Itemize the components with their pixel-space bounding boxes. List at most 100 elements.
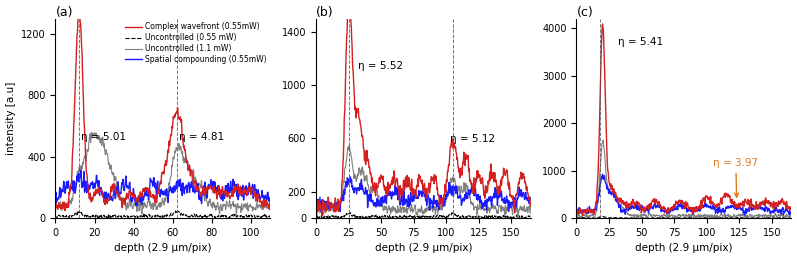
Text: η = 3.97: η = 3.97 bbox=[713, 158, 759, 197]
Spatial compounding (0.55mW) bbox=[265, 203, 275, 206]
Spatial compounding (0.55mW) bbox=[148, 183, 158, 186]
Line: Complex wavefront (0.55mW): Complex wavefront (0.55mW) bbox=[56, 11, 270, 211]
Line: Uncontrolled (1.1 mW): Uncontrolled (1.1 mW) bbox=[316, 145, 531, 218]
Complex wavefront (0.55mW) bbox=[479, 194, 489, 197]
Line: Uncontrolled (0.55 mW): Uncontrolled (0.55 mW) bbox=[56, 211, 270, 218]
Uncontrolled (0.55 mW) bbox=[364, 216, 374, 219]
Spatial compounding (0.55mW) bbox=[740, 213, 749, 217]
Spatial compounding (0.55mW) bbox=[633, 204, 642, 207]
Uncontrolled (0.55 mW) bbox=[571, 217, 581, 220]
Complex wavefront (0.55mW) bbox=[633, 202, 642, 205]
Uncontrolled (0.55 mW) bbox=[73, 209, 83, 212]
Complex wavefront (0.55mW) bbox=[625, 205, 634, 208]
Spatial compounding (0.55mW) bbox=[364, 198, 374, 202]
Uncontrolled (1.1 mW) bbox=[265, 205, 275, 208]
Uncontrolled (1.1 mW) bbox=[625, 214, 634, 217]
X-axis label: depth (2.9 μm/pix): depth (2.9 μm/pix) bbox=[635, 243, 732, 254]
Line: Spatial compounding (0.55mW): Spatial compounding (0.55mW) bbox=[576, 174, 791, 215]
Complex wavefront (0.55mW) bbox=[372, 187, 382, 190]
Legend: Complex wavefront (0.55mW), Uncontrolled (0.55 mW), Uncontrolled (1.1 mW), Spati: Complex wavefront (0.55mW), Uncontrolled… bbox=[125, 22, 267, 64]
Uncontrolled (1.1 mW) bbox=[148, 208, 158, 211]
Line: Spatial compounding (0.55mW): Spatial compounding (0.55mW) bbox=[316, 177, 531, 212]
Uncontrolled (0.55 mW) bbox=[625, 217, 634, 220]
Spatial compounding (0.55mW) bbox=[213, 185, 222, 188]
Text: (a): (a) bbox=[56, 5, 73, 19]
Spatial compounding (0.55mW) bbox=[479, 205, 489, 208]
Uncontrolled (0.55 mW) bbox=[640, 216, 650, 219]
Uncontrolled (1.1 mW) bbox=[311, 212, 320, 215]
Uncontrolled (1.1 mW) bbox=[232, 213, 241, 216]
Uncontrolled (1.1 mW) bbox=[372, 188, 382, 191]
Y-axis label: intensity [a.u]: intensity [a.u] bbox=[6, 82, 16, 155]
Line: Uncontrolled (1.1 mW): Uncontrolled (1.1 mW) bbox=[56, 133, 270, 215]
Spatial compounding (0.55mW) bbox=[77, 169, 86, 172]
Uncontrolled (1.1 mW) bbox=[640, 213, 650, 216]
Uncontrolled (1.1 mW) bbox=[526, 206, 536, 209]
Spatial compounding (0.55mW) bbox=[571, 212, 581, 215]
Spatial compounding (0.55mW) bbox=[372, 200, 382, 203]
X-axis label: depth (2.9 μm/pix): depth (2.9 μm/pix) bbox=[114, 243, 212, 254]
Uncontrolled (0.55 mW) bbox=[265, 213, 275, 217]
Uncontrolled (0.55 mW) bbox=[453, 214, 462, 218]
Complex wavefront (0.55mW) bbox=[178, 136, 187, 140]
Uncontrolled (1.1 mW) bbox=[379, 204, 389, 207]
Spatial compounding (0.55mW) bbox=[178, 189, 187, 192]
Spatial compounding (0.55mW) bbox=[194, 195, 204, 198]
Spatial compounding (0.55mW) bbox=[640, 209, 650, 212]
Spatial compounding (0.55mW) bbox=[713, 209, 723, 212]
Uncontrolled (1.1 mW) bbox=[590, 217, 599, 220]
Text: η = 5.52: η = 5.52 bbox=[358, 61, 402, 71]
Complex wavefront (0.55mW) bbox=[787, 209, 796, 212]
Uncontrolled (1.1 mW) bbox=[633, 215, 642, 219]
Line: Complex wavefront (0.55mW): Complex wavefront (0.55mW) bbox=[576, 24, 791, 215]
Complex wavefront (0.55mW) bbox=[195, 193, 205, 196]
Uncontrolled (1.1 mW) bbox=[479, 207, 489, 211]
Uncontrolled (1.1 mW) bbox=[364, 188, 374, 191]
Complex wavefront (0.55mW) bbox=[364, 166, 374, 169]
Spatial compounding (0.55mW) bbox=[787, 209, 796, 212]
Complex wavefront (0.55mW) bbox=[740, 201, 749, 204]
Uncontrolled (0.55 mW) bbox=[479, 216, 489, 219]
Uncontrolled (0.55 mW) bbox=[598, 215, 607, 218]
Complex wavefront (0.55mW) bbox=[61, 209, 70, 212]
Spatial compounding (0.55mW) bbox=[346, 175, 355, 178]
Uncontrolled (1.1 mW) bbox=[87, 131, 96, 134]
Text: η = 4.81: η = 4.81 bbox=[179, 132, 224, 142]
Complex wavefront (0.55mW) bbox=[526, 203, 536, 206]
Line: Uncontrolled (0.55 mW): Uncontrolled (0.55 mW) bbox=[316, 213, 531, 218]
Uncontrolled (1.1 mW) bbox=[766, 213, 775, 216]
Uncontrolled (1.1 mW) bbox=[505, 203, 515, 206]
Uncontrolled (0.55 mW) bbox=[195, 215, 205, 218]
Uncontrolled (1.1 mW) bbox=[51, 213, 61, 216]
Uncontrolled (0.55 mW) bbox=[89, 214, 99, 217]
Uncontrolled (1.1 mW) bbox=[344, 144, 354, 147]
Uncontrolled (0.55 mW) bbox=[178, 214, 187, 217]
Uncontrolled (1.1 mW) bbox=[787, 215, 796, 218]
Complex wavefront (0.55mW) bbox=[51, 207, 61, 210]
Complex wavefront (0.55mW) bbox=[89, 190, 99, 193]
Uncontrolled (0.55 mW) bbox=[346, 211, 355, 214]
Spatial compounding (0.55mW) bbox=[51, 205, 61, 208]
Complex wavefront (0.55mW) bbox=[107, 189, 116, 192]
Complex wavefront (0.55mW) bbox=[598, 22, 607, 25]
Uncontrolled (0.55 mW) bbox=[107, 214, 116, 217]
Spatial compounding (0.55mW) bbox=[89, 182, 99, 185]
Complex wavefront (0.55mW) bbox=[214, 192, 223, 195]
Complex wavefront (0.55mW) bbox=[73, 10, 83, 13]
Uncontrolled (1.1 mW) bbox=[453, 187, 462, 190]
Uncontrolled (0.55 mW) bbox=[313, 217, 323, 220]
Spatial compounding (0.55mW) bbox=[625, 207, 634, 210]
Complex wavefront (0.55mW) bbox=[311, 210, 320, 213]
Uncontrolled (0.55 mW) bbox=[766, 217, 775, 220]
Uncontrolled (0.55 mW) bbox=[526, 215, 536, 218]
Uncontrolled (1.1 mW) bbox=[713, 215, 723, 218]
Line: Uncontrolled (1.1 mW): Uncontrolled (1.1 mW) bbox=[576, 140, 791, 218]
Line: Uncontrolled (0.55 mW): Uncontrolled (0.55 mW) bbox=[576, 216, 791, 218]
Complex wavefront (0.55mW) bbox=[578, 214, 587, 217]
Uncontrolled (1.1 mW) bbox=[571, 215, 581, 218]
Complex wavefront (0.55mW) bbox=[713, 202, 723, 205]
Uncontrolled (0.55 mW) bbox=[149, 215, 159, 219]
Uncontrolled (1.1 mW) bbox=[598, 139, 607, 142]
Text: η = 5.41: η = 5.41 bbox=[618, 37, 663, 47]
Uncontrolled (0.55 mW) bbox=[740, 216, 749, 219]
